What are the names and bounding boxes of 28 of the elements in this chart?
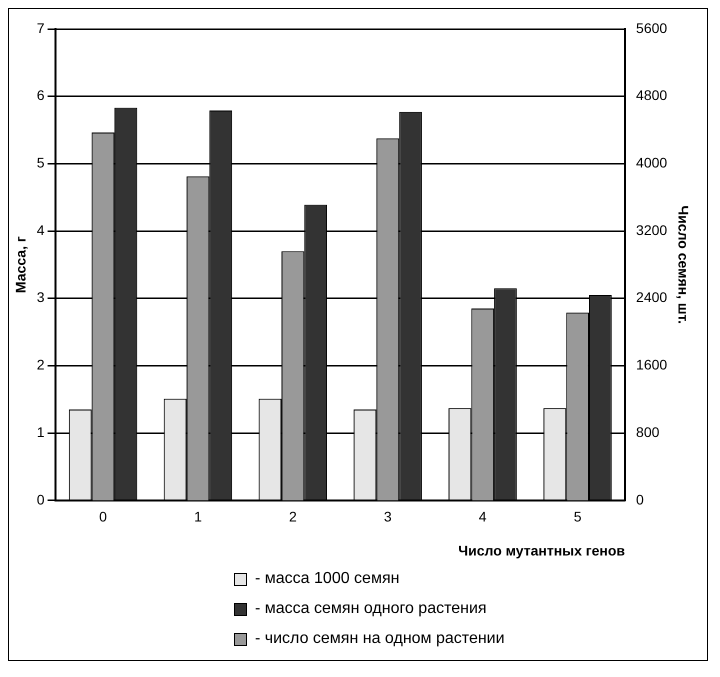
y-tick-label: 4 — [36, 222, 45, 238]
legend-label: - число семян на одном растении — [255, 629, 505, 649]
y2-tick-label: 800 — [636, 424, 660, 440]
y2-tick-label: 3200 — [636, 222, 668, 238]
y-axis-title: Масса, г — [12, 236, 28, 294]
legend-label: - масса 1000 семян — [255, 569, 400, 589]
x-tick-label: 3 — [384, 508, 392, 525]
x-tick-label: 4 — [478, 508, 487, 525]
y2-tick-label: 0 — [636, 491, 644, 508]
x-tick-label: 2 — [288, 508, 297, 525]
y-tick-label: 7 — [36, 20, 45, 36]
y2-tick-label: 4800 — [636, 87, 668, 104]
legend-label: - масса семян одного растения — [255, 599, 487, 619]
y-tick-label: 6 — [36, 87, 45, 104]
y2-axis-title: Число семян, шт. — [676, 205, 692, 324]
y-tick-label: 2 — [36, 356, 45, 373]
y2-tick-label: 1600 — [636, 356, 668, 373]
x-tick-label: 0 — [99, 508, 108, 525]
y-tick-label: 3 — [36, 289, 45, 306]
y2-tick-label: 5600 — [636, 20, 668, 36]
y-tick-label: 0 — [36, 491, 45, 508]
x-axis-title: Число мутантных генов — [458, 542, 626, 558]
y-tick-label: 5 — [36, 154, 45, 171]
x-tick-label: 5 — [574, 508, 582, 525]
x-tick-label: 1 — [194, 508, 202, 525]
y2-tick-label: 4000 — [636, 154, 668, 171]
y-tick-label: 1 — [36, 424, 45, 440]
y2-tick-label: 2400 — [636, 289, 668, 306]
